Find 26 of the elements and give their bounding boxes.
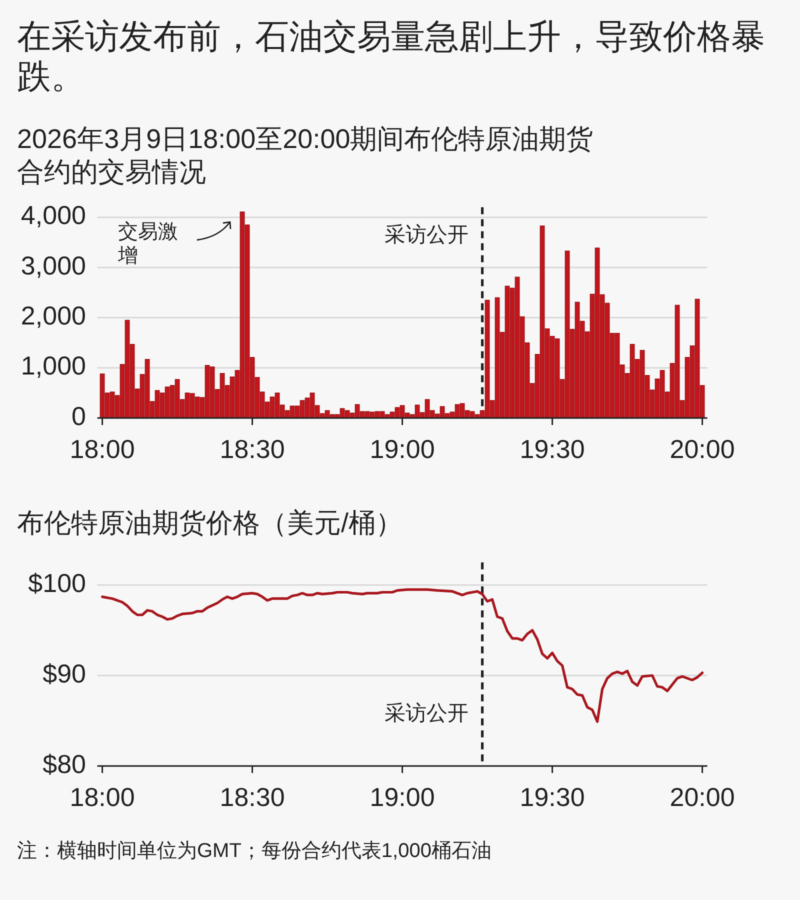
x-tick-label: 19:30 xyxy=(520,782,585,812)
line-series xyxy=(101,588,704,723)
x-tick-label: 19:00 xyxy=(370,434,435,464)
y-tick-label: 3,000 xyxy=(20,250,86,280)
chart-subtitle: 2026年3月9日18:00至20:00期间布伦特原油期货合约的交易情况 xyxy=(17,124,594,187)
y-tick-label: 1,000 xyxy=(20,350,86,381)
ref-line-label: 采访公开 xyxy=(384,223,468,246)
text: 注：横轴时间单位为GMT；每份合约代表1,000桶石油 xyxy=(17,840,492,862)
x-tick-label: 19:30 xyxy=(520,434,585,464)
y-tick-label: $90 xyxy=(42,658,86,688)
chart-title: 布伦特原油期货价格（美元/桶） xyxy=(17,508,403,538)
ref-line-label: 采访公开 xyxy=(384,702,468,725)
x-tick-label: 20:00 xyxy=(670,434,735,464)
chart-title: 在采访发布前，石油交易量急剧上升，导致价格暴跌。 xyxy=(17,18,765,96)
x-tick-label: 18:00 xyxy=(70,782,135,812)
y-tick-label: 4,000 xyxy=(20,200,86,230)
y-tick-label: $100 xyxy=(28,568,86,598)
x-tick-label: 19:00 xyxy=(370,782,435,812)
y-tick-label: 2,000 xyxy=(20,300,86,331)
x-tick-label: 20:00 xyxy=(670,782,735,812)
x-tick-label: 18:30 xyxy=(220,434,285,464)
y-tick-label: $80 xyxy=(42,748,86,779)
annotation: 交易激增 xyxy=(117,221,178,267)
x-tick-label: 18:30 xyxy=(220,782,285,812)
x-tick-label: 18:00 xyxy=(70,434,135,464)
y-tick-label: 0 xyxy=(72,400,86,431)
